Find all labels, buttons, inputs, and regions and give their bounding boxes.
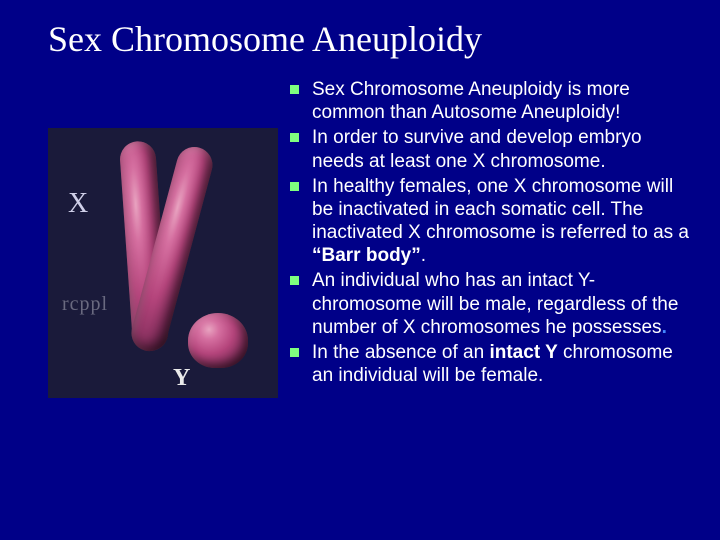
bullet-text-bold: “Barr body” [312,245,421,266]
bullet-item: An individual who has an intact Y-chromo… [290,269,692,339]
figure-column: X rcppl Y [48,78,278,398]
bullet-text-pre: In the absence of an [312,342,489,363]
bullet-text-dot: . [662,317,667,338]
figure-watermark: rcppl [62,293,108,316]
bullet-text-pre: In healthy females, one X chromosome wil… [312,176,689,243]
bullet-text: Sex Chromosome Aneuploidy is more common… [312,79,630,123]
bullet-text-pre: An individual who has an intact Y-chromo… [312,270,678,337]
slide-title: Sex Chromosome Aneuploidy [48,18,692,60]
chromosome-figure: X rcppl Y [48,128,278,398]
bullet-item: In healthy females, one X chromosome wil… [290,175,692,268]
text-column: Sex Chromosome Aneuploidy is more common… [290,78,692,398]
slide-content: X rcppl Y Sex Chromosome Aneuploidy is m… [48,78,692,398]
bullet-text-post: . [421,245,426,266]
bullet-marker-icon [290,85,299,94]
y-chromosome-shape [188,313,248,368]
bullet-marker-icon [290,348,299,357]
bullet-list: Sex Chromosome Aneuploidy is more common… [290,78,692,387]
bullet-text-bold: intact Y [489,342,557,363]
bullet-marker-icon [290,276,299,285]
bullet-item: Sex Chromosome Aneuploidy is more common… [290,78,692,124]
x-label: X [68,188,88,220]
bullet-marker-icon [290,133,299,142]
bullet-text: In order to survive and develop embryo n… [312,127,642,171]
bullet-item: In the absence of an intact Y chromosome… [290,341,692,387]
bullet-marker-icon [290,182,299,191]
y-label: Y [173,365,190,392]
bullet-item: In order to survive and develop embryo n… [290,126,692,172]
